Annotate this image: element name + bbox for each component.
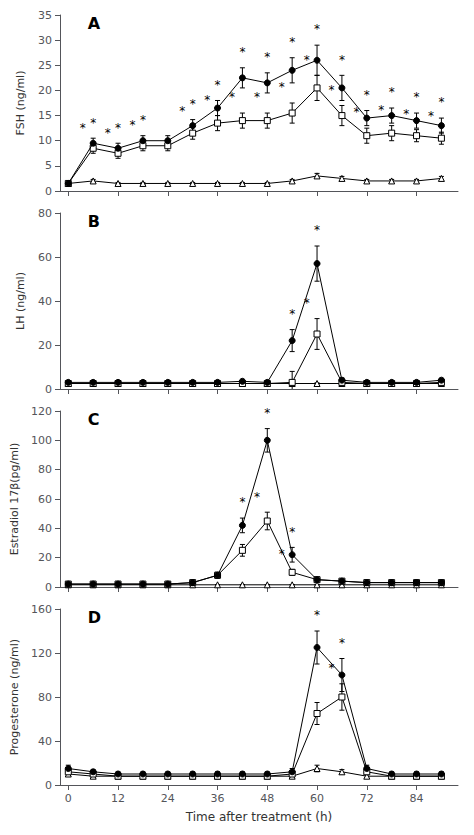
- svg-text:Time after treatment (h): Time after treatment (h): [185, 810, 332, 824]
- svg-text:*: *: [289, 525, 295, 539]
- svg-text:Estradiol 17β(pg/ml): Estradiol 17β(pg/ml): [8, 443, 21, 556]
- svg-text:*: *: [339, 636, 345, 650]
- svg-text:80: 80: [38, 463, 52, 476]
- svg-text:120: 120: [31, 647, 52, 660]
- svg-text:0: 0: [65, 792, 72, 805]
- svg-text:*: *: [353, 105, 359, 119]
- svg-text:*: *: [329, 661, 335, 675]
- svg-text:LH (ng/ml): LH (ng/ml): [14, 272, 27, 330]
- svg-text:*: *: [438, 95, 444, 109]
- svg-text:40: 40: [38, 522, 52, 535]
- svg-text:*: *: [254, 90, 260, 104]
- svg-text:160: 160: [31, 603, 52, 616]
- svg-text:*: *: [314, 22, 320, 36]
- svg-text:60: 60: [38, 251, 52, 264]
- svg-text:80: 80: [38, 691, 52, 704]
- svg-text:30: 30: [38, 34, 52, 47]
- svg-text:36: 36: [211, 792, 225, 805]
- svg-text:*: *: [378, 103, 384, 117]
- svg-text:*: *: [428, 109, 434, 123]
- svg-text:100: 100: [31, 434, 52, 447]
- svg-text:80: 80: [38, 207, 52, 220]
- svg-text:*: *: [314, 223, 320, 237]
- svg-text:*: *: [289, 307, 295, 321]
- svg-text:B: B: [88, 212, 100, 231]
- svg-text:20: 20: [38, 551, 52, 564]
- svg-text:120: 120: [31, 405, 52, 418]
- svg-text:Progesterone (ng/ml): Progesterone (ng/ml): [8, 639, 21, 755]
- svg-text:*: *: [403, 107, 409, 121]
- svg-text:0: 0: [45, 185, 52, 198]
- svg-text:*: *: [254, 490, 260, 504]
- svg-text:*: *: [304, 296, 310, 310]
- svg-text:*: *: [105, 126, 111, 140]
- svg-text:*: *: [339, 53, 345, 67]
- svg-text:*: *: [239, 495, 245, 509]
- svg-text:60: 60: [38, 493, 52, 506]
- svg-text:40: 40: [38, 295, 52, 308]
- svg-text:C: C: [88, 410, 100, 429]
- svg-text:*: *: [264, 50, 270, 64]
- svg-text:24: 24: [161, 792, 175, 805]
- svg-text:*: *: [304, 53, 310, 67]
- svg-text:20: 20: [38, 84, 52, 97]
- svg-text:D: D: [88, 608, 101, 627]
- svg-text:72: 72: [360, 792, 374, 805]
- svg-text:*: *: [229, 90, 235, 104]
- svg-text:5: 5: [45, 159, 52, 172]
- svg-text:*: *: [80, 121, 86, 135]
- svg-text:*: *: [115, 121, 121, 135]
- svg-text:*: *: [279, 547, 285, 561]
- svg-text:15: 15: [38, 109, 52, 122]
- svg-text:*: *: [130, 118, 136, 132]
- svg-text:0: 0: [45, 383, 52, 396]
- svg-text:*: *: [215, 78, 221, 92]
- svg-text:35: 35: [38, 9, 52, 22]
- svg-text:*: *: [364, 88, 370, 102]
- svg-text:FSH (ng/ml): FSH (ng/ml): [14, 71, 27, 136]
- svg-text:*: *: [204, 93, 210, 107]
- svg-text:84: 84: [410, 792, 424, 805]
- svg-text:0: 0: [45, 779, 52, 792]
- svg-text:*: *: [314, 608, 320, 622]
- svg-text:*: *: [90, 116, 96, 130]
- svg-text:*: *: [239, 45, 245, 59]
- svg-text:*: *: [179, 104, 185, 118]
- svg-text:48: 48: [260, 792, 274, 805]
- svg-text:40: 40: [38, 735, 52, 748]
- svg-text:*: *: [389, 85, 395, 99]
- svg-text:*: *: [279, 80, 285, 94]
- svg-text:0: 0: [45, 581, 52, 594]
- svg-text:12: 12: [111, 792, 125, 805]
- svg-text:*: *: [329, 83, 335, 97]
- svg-text:25: 25: [38, 59, 52, 72]
- svg-text:*: *: [289, 35, 295, 49]
- svg-text:A: A: [88, 14, 101, 33]
- svg-text:60: 60: [310, 792, 324, 805]
- svg-text:*: *: [264, 406, 270, 420]
- svg-text:20: 20: [38, 339, 52, 352]
- svg-text:10: 10: [38, 134, 52, 147]
- svg-text:*: *: [414, 90, 420, 104]
- svg-text:*: *: [190, 97, 196, 111]
- svg-text:*: *: [140, 113, 146, 127]
